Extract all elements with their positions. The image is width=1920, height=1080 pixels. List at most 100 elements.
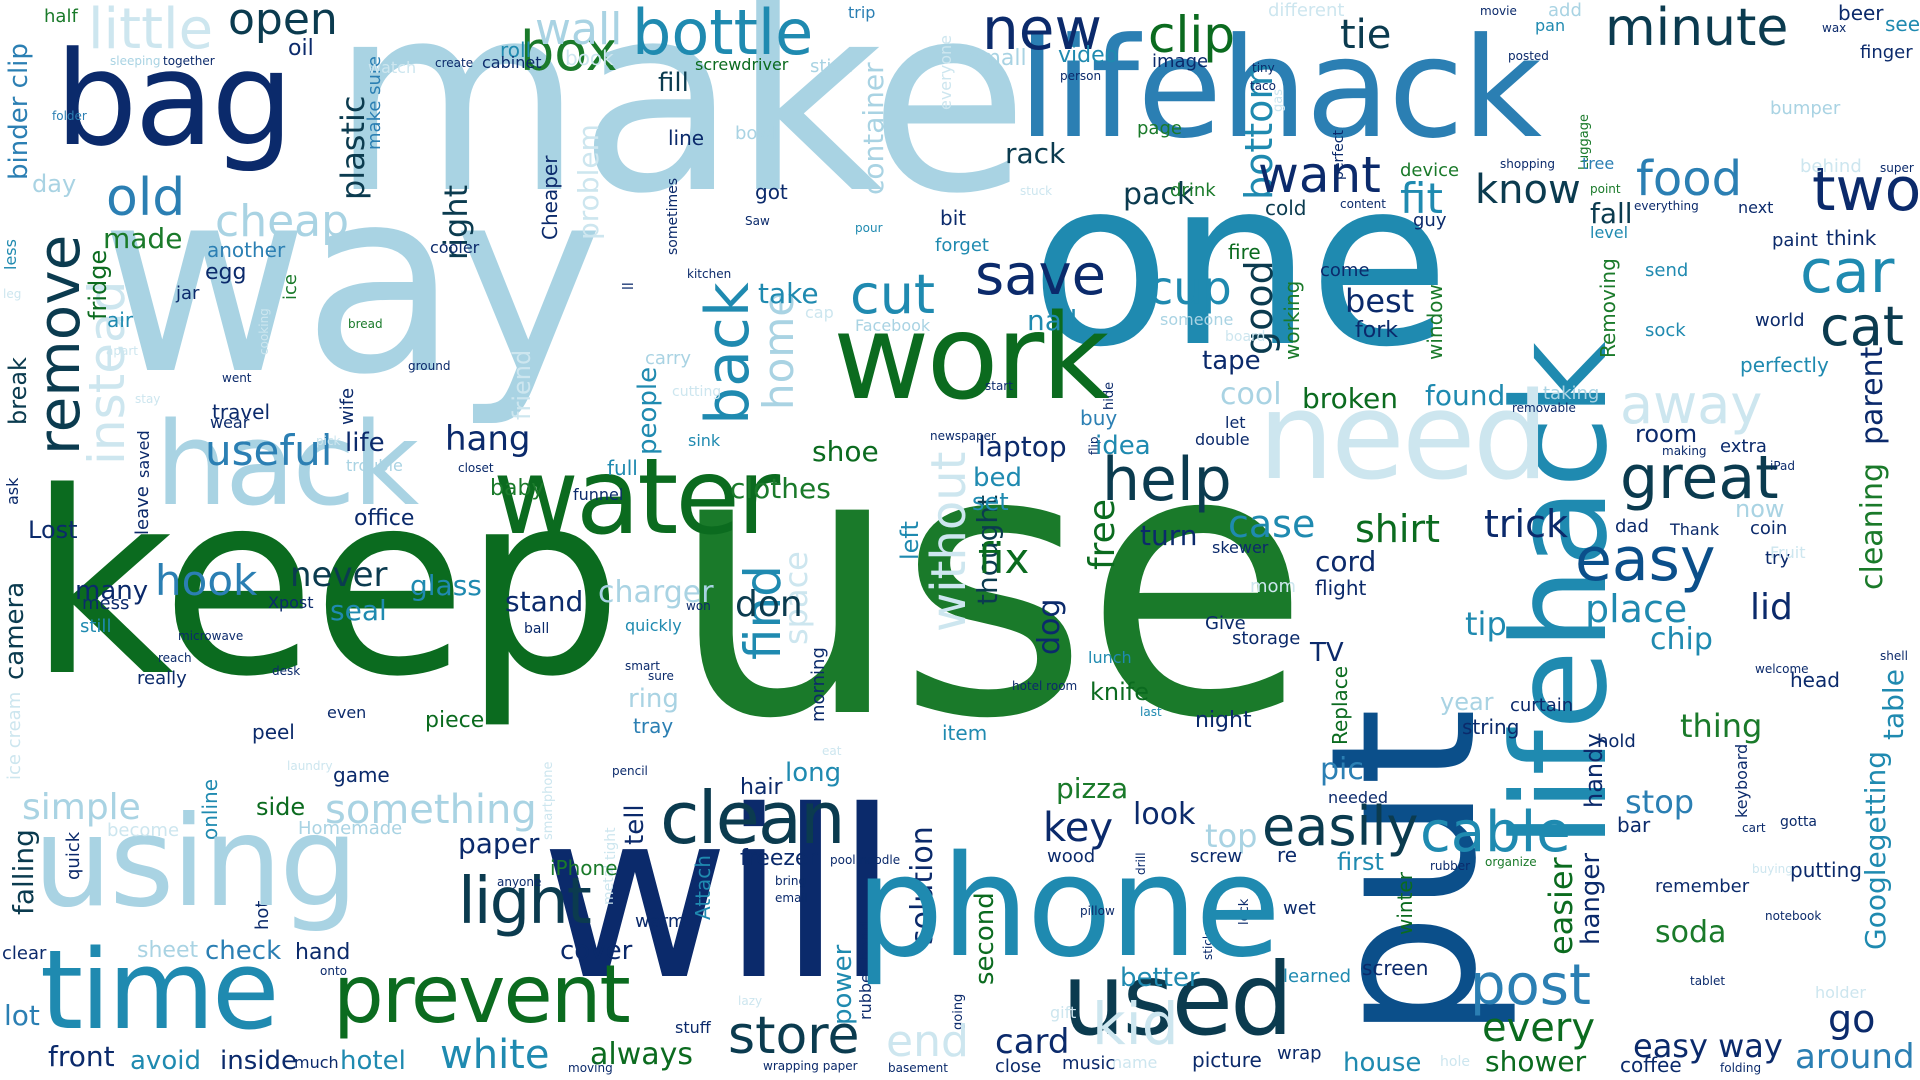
word: rack — [1005, 137, 1066, 170]
word: skewer — [1212, 538, 1269, 557]
word: sometimes — [665, 177, 681, 255]
word: needed — [1328, 788, 1388, 807]
word: music — [1062, 1053, 1116, 1074]
word: fit — [1400, 174, 1443, 223]
word: friend — [508, 349, 536, 420]
word: work — [833, 288, 1110, 426]
word: back — [693, 282, 763, 425]
word: cap — [805, 303, 834, 322]
word: house — [1343, 1048, 1422, 1078]
word: container — [857, 62, 890, 195]
word: Fruit — [1770, 543, 1806, 562]
word: bar — [1617, 813, 1651, 837]
word: bring — [775, 874, 807, 888]
word: another — [207, 238, 286, 262]
word: lunch — [1088, 648, 1132, 667]
word: place — [1585, 587, 1688, 631]
word: someone — [1160, 310, 1234, 329]
word: organize — [1485, 855, 1537, 869]
word: shower — [1485, 1045, 1587, 1078]
word: day — [32, 170, 77, 198]
word: notebook — [1765, 909, 1822, 923]
word: mom — [1250, 576, 1297, 597]
word: great — [1620, 443, 1779, 513]
word: office — [354, 506, 415, 531]
word: screwdriver — [695, 55, 789, 74]
word: something — [325, 787, 537, 833]
word: tip — [1465, 605, 1507, 643]
word: fall — [1590, 197, 1633, 230]
word: end — [886, 1016, 969, 1067]
word: white — [440, 1032, 550, 1078]
word: storage — [1232, 628, 1301, 649]
word: re — [1277, 843, 1298, 867]
word: Xpost — [268, 593, 314, 612]
word: taking — [1543, 383, 1600, 404]
word: little — [88, 0, 214, 62]
word: world — [1755, 310, 1805, 331]
word: flight — [1315, 576, 1367, 600]
word: problem — [572, 124, 605, 240]
word: mess — [82, 593, 130, 614]
word: first — [1337, 848, 1384, 876]
word: taco — [1250, 79, 1276, 93]
word: baby — [490, 476, 545, 501]
word: trick — [1484, 502, 1568, 546]
word: box — [520, 20, 618, 83]
word: trip — [848, 3, 876, 22]
word: oil — [288, 36, 314, 61]
word: folder — [52, 109, 87, 123]
word: night — [1195, 708, 1252, 733]
word: email — [775, 891, 809, 905]
word: top — [1205, 817, 1258, 855]
word: wrapping paper — [763, 1059, 858, 1073]
word: wrap — [1277, 1043, 1322, 1064]
word: hanger — [1576, 852, 1606, 945]
word: hook — [155, 556, 258, 605]
word: sure — [648, 669, 674, 683]
word: ball — [524, 621, 550, 637]
word: warm — [635, 911, 686, 932]
word: newspaper — [930, 429, 996, 443]
word: cable — [1420, 800, 1571, 865]
word: tray — [633, 714, 674, 738]
word: paper — [458, 827, 540, 860]
word: much — [294, 1053, 339, 1072]
word: stick — [810, 56, 852, 77]
word: stuff — [675, 1018, 711, 1037]
word: tape — [1202, 346, 1261, 376]
word: everyone — [936, 35, 955, 110]
word: sheet — [137, 938, 199, 963]
word: coin — [1750, 518, 1788, 539]
word: next — [1738, 198, 1774, 217]
word: add — [1548, 0, 1582, 21]
word: help — [1102, 445, 1232, 515]
word: found — [1425, 379, 1506, 412]
word: anyone — [497, 875, 542, 889]
word: leave — [132, 486, 153, 535]
word: movie — [1480, 4, 1517, 18]
word: small — [968, 46, 1027, 71]
word: see — [1885, 12, 1920, 36]
word: ice — [280, 274, 301, 300]
word: Attach — [691, 855, 715, 920]
word: use — [668, 370, 1311, 800]
word: laptop — [978, 430, 1067, 463]
word: make — [330, 0, 1029, 251]
word: Replace — [1328, 665, 1352, 745]
word: food — [1636, 151, 1743, 207]
word: key — [1043, 805, 1114, 851]
word: video — [1058, 43, 1119, 68]
word: shopping — [1500, 157, 1555, 171]
word: keep — [28, 439, 623, 732]
word: quickly — [625, 616, 682, 635]
word: new — [982, 0, 1102, 63]
word: save — [975, 243, 1107, 308]
word: item — [942, 721, 988, 745]
word: wall — [535, 4, 623, 55]
word: take — [758, 277, 819, 310]
word: kitchen — [687, 267, 732, 281]
word: tree — [1582, 154, 1615, 173]
word: year — [1440, 688, 1494, 716]
word: line — [668, 126, 705, 150]
